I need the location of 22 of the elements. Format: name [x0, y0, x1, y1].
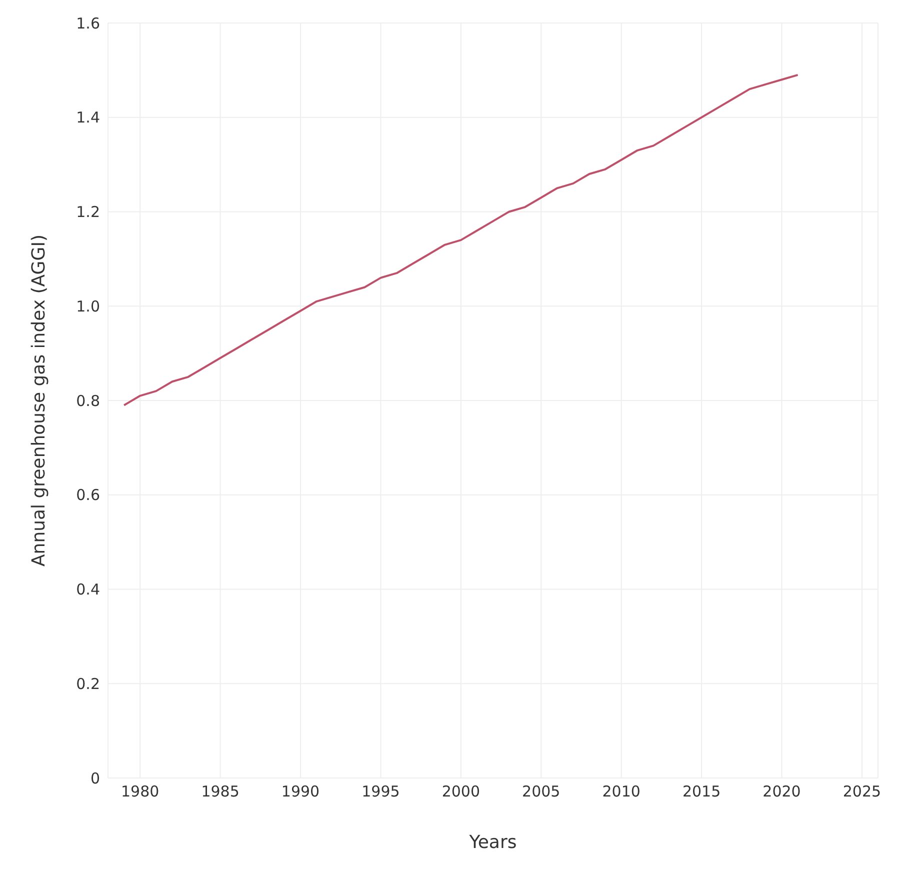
x-axis-title: Years — [468, 832, 517, 853]
y-tick-label: 1.4 — [76, 108, 100, 127]
y-tick-label: 0.4 — [76, 580, 100, 599]
y-tick-label: 1.2 — [76, 203, 100, 222]
x-tick-label: 1995 — [362, 782, 400, 801]
y-tick-label: 1.0 — [76, 297, 100, 316]
y-tick-label: 1.6 — [76, 14, 100, 32]
y-tick-label: 0.6 — [76, 486, 100, 504]
line-series — [123, 74, 799, 406]
x-tick-label: 2025 — [842, 782, 882, 801]
x-tick-label: 1990 — [281, 782, 320, 801]
x-tick-label: 1985 — [201, 782, 240, 801]
y-tick-label: 0.2 — [76, 674, 100, 693]
x-tick-label: 2015 — [682, 782, 721, 801]
x-tick-label: 2020 — [762, 782, 801, 801]
x-tick-label: 2005 — [522, 782, 560, 801]
y-tick-label: 0 — [90, 769, 100, 788]
y-axis-title: Annual greenhouse gas index (AGGI) — [28, 234, 50, 567]
x-tick-label: 2000 — [442, 782, 480, 801]
x-tick-label: 2010 — [602, 782, 640, 801]
y-tick-label: 0.8 — [76, 392, 100, 410]
x-tick-label: 1980 — [120, 782, 160, 801]
